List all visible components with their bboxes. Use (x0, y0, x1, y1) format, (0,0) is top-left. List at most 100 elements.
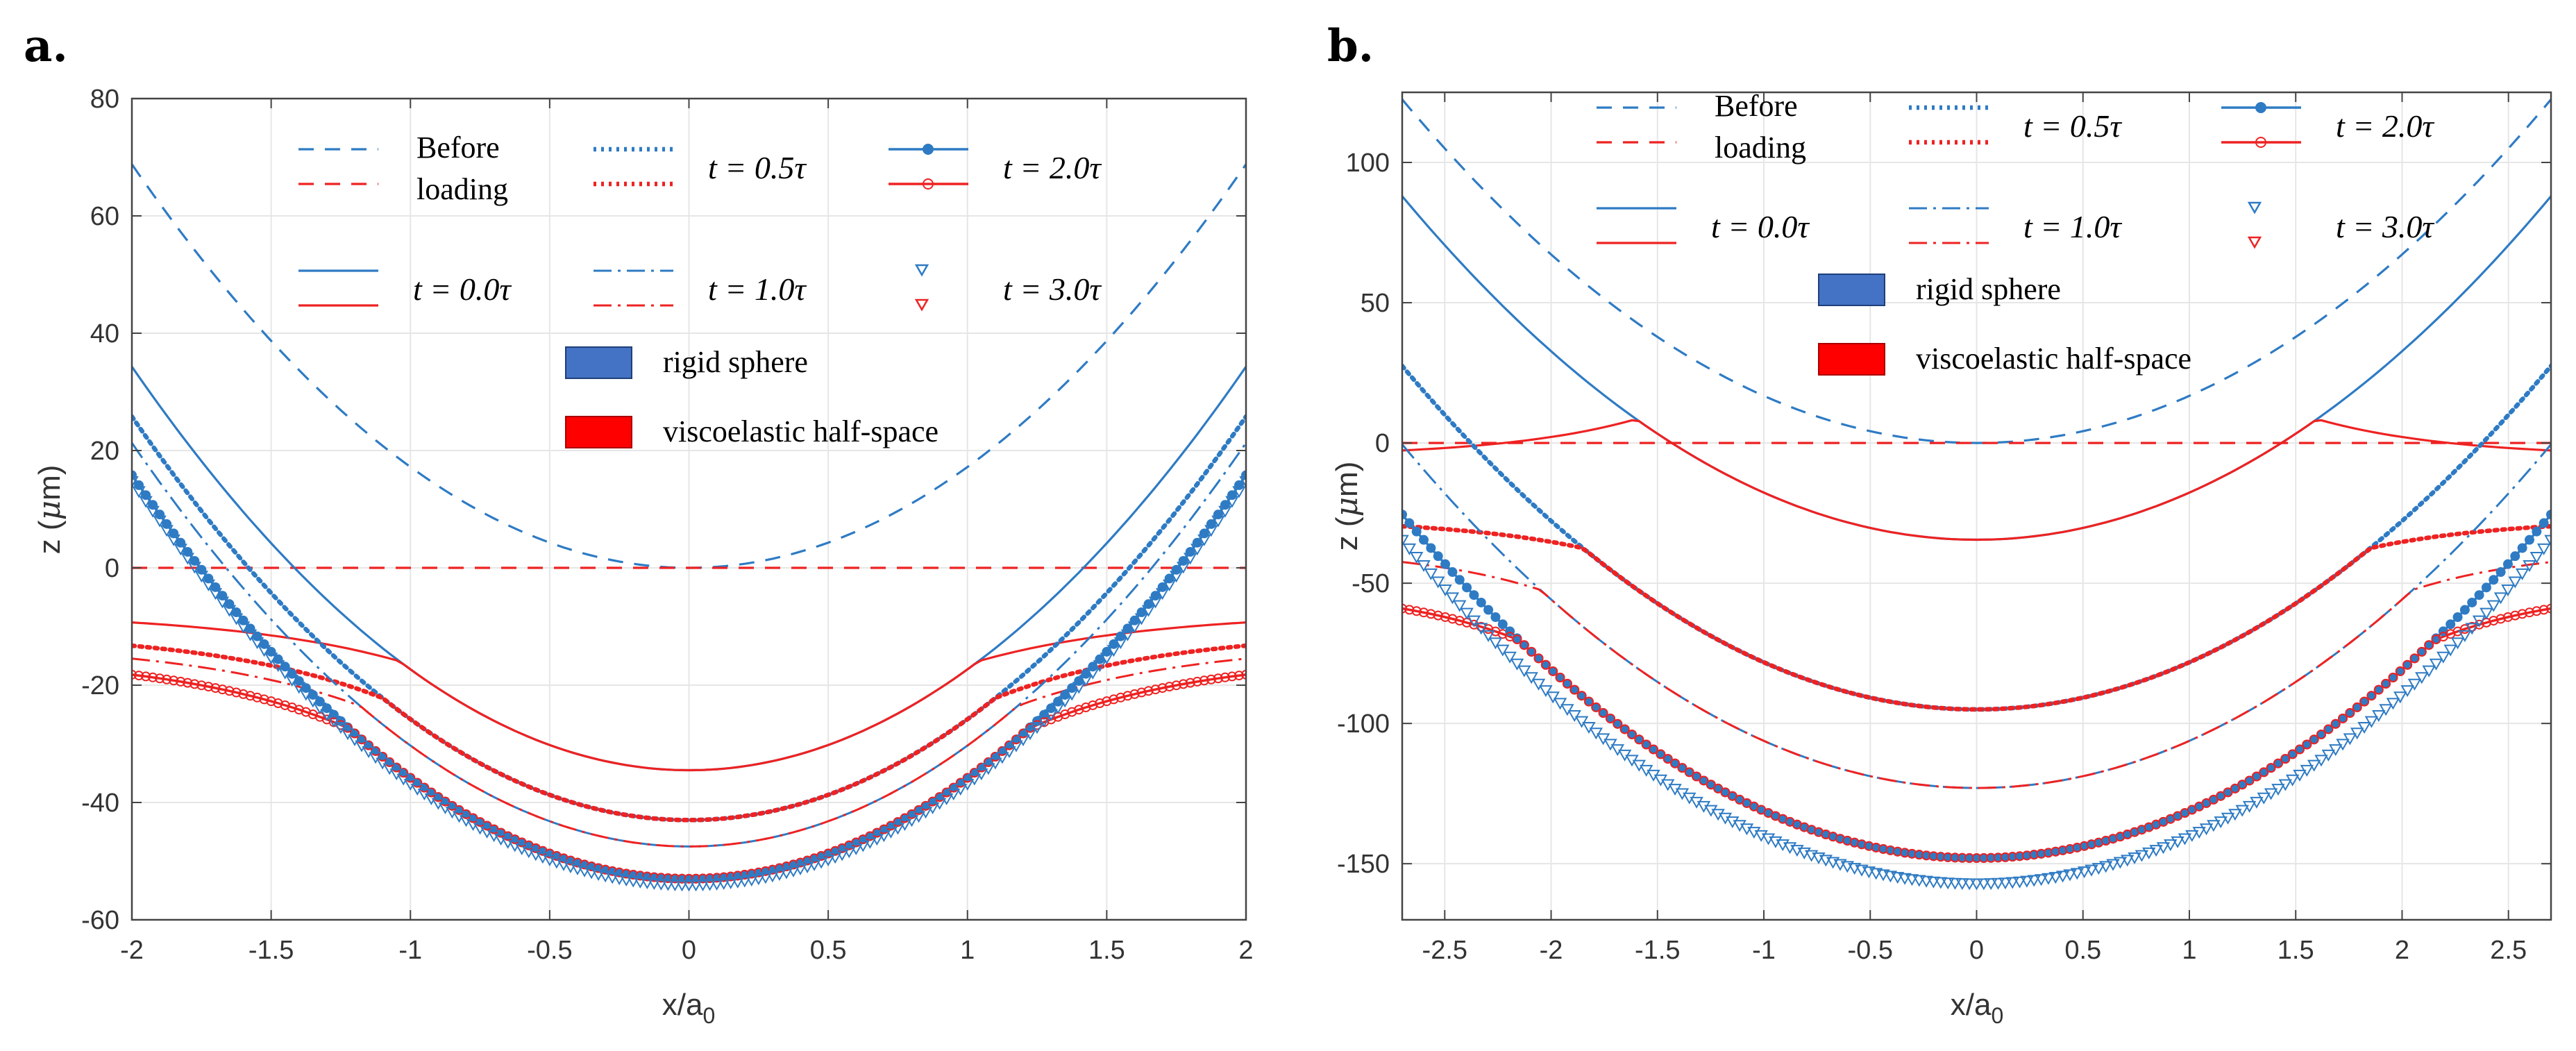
surface-marker-t-2-0- (1591, 702, 1601, 712)
sphere-marker-t-3-0- (2515, 568, 2529, 580)
sphere-marker-t-3-0- (250, 637, 264, 650)
sphere-marker-t-2-0- (1095, 654, 1105, 664)
sphere-marker-t-3-0- (2012, 876, 2027, 889)
surface-marker-t-2-0- (1598, 708, 1608, 718)
surface-marker-t-2-0- (1178, 679, 1188, 689)
sphere-marker-t-3-0- (2264, 788, 2278, 800)
sphere-marker-t-3-0- (730, 876, 745, 889)
sphere-marker-t-3-0- (327, 716, 341, 728)
surface-marker-t-2-0- (1512, 634, 1522, 645)
x-tick-label: 1.5 (1088, 936, 1125, 965)
sphere-marker-t-2-0- (1433, 551, 1443, 562)
sphere-marker-t-3-0- (452, 811, 466, 823)
sphere-marker-t-2-0- (1185, 546, 1195, 557)
sphere-marker-t-3-0- (1002, 746, 1016, 759)
surface-marker-t-2-0- (2259, 767, 2269, 777)
sphere-marker-t-3-0- (995, 752, 1009, 764)
sphere-marker-t-2-0- (2302, 739, 2312, 750)
surface-marker-t-2-0- (2495, 614, 2506, 624)
surface-marker-t-2-0- (1519, 640, 1529, 650)
sphere-marker-t-2-0- (155, 510, 165, 520)
sphere-marker-t-3-0- (2034, 874, 2048, 886)
surface-marker-t-2-0- (203, 682, 214, 692)
sphere-marker-t-3-0- (369, 752, 382, 764)
sphere-marker-t-2-0- (259, 639, 269, 649)
surface-marker-t-2-0- (1713, 783, 1724, 793)
sphere-marker-t-3-0- (2393, 691, 2407, 704)
surface-marker-t-2-0- (1095, 698, 1105, 709)
sphere-marker-t-2-0- (1634, 734, 1644, 745)
sphere-marker-t-3-0- (1190, 544, 1204, 556)
sphere-marker-t-2-0- (2223, 787, 2233, 798)
surface-marker-t-2-0- (1129, 689, 1140, 699)
sphere-marker-t-3-0- (1481, 630, 1495, 642)
viscoelastic-swatch (565, 416, 632, 448)
sphere-marker-t-2-0- (2000, 852, 2010, 862)
sphere-marker-t-2-0- (1649, 744, 1659, 755)
x-tick-label: -0.5 (527, 936, 572, 965)
sphere-marker-t-3-0- (2164, 839, 2178, 852)
sphere-marker-t-3-0- (2386, 698, 2400, 710)
sphere-marker-t-3-0- (1998, 877, 2012, 890)
sphere-marker-t-2-0- (2007, 852, 2018, 862)
sphere-marker-t-2-0- (2216, 791, 2226, 801)
surface-marker-t-2-0- (2294, 744, 2305, 755)
sphere-marker-t-2-0- (1074, 675, 1084, 686)
sphere-marker-t-3-0- (1589, 728, 1603, 740)
sphere-marker-t-3-0- (1016, 734, 1030, 747)
surface-marker-t-2-0- (1234, 671, 1244, 681)
sphere-marker-t-2-0- (2539, 518, 2549, 528)
rigid-sphere-swatch (1818, 274, 1885, 306)
sphere-marker-t-3-0- (2314, 755, 2328, 767)
sphere-marker-t-3-0- (1567, 709, 1581, 722)
sphere-marker-t-3-0- (2300, 764, 2314, 777)
surface-marker-t-2-0- (224, 686, 235, 696)
surface-marker-t-2-0- (1164, 682, 1175, 692)
sphere-marker-t-3-0- (780, 867, 793, 880)
surface-marker-t-2-0- (461, 809, 471, 819)
surface-marker-t-2-0- (1540, 659, 1551, 670)
sphere-marker-t-2-0- (1526, 646, 1537, 657)
sphere-marker-t-3-0- (716, 878, 731, 891)
legend-t-3-0--swatch (914, 264, 929, 277)
sphere-marker-t-2-0- (301, 683, 311, 693)
sphere-marker-t-3-0- (1560, 704, 1574, 716)
surface-curve-t-1-0- (132, 657, 1246, 848)
x-tick-label: 0 (682, 936, 696, 965)
x-tick-label: 2.5 (2490, 936, 2527, 965)
surface-marker-t-2-0- (2273, 758, 2283, 768)
y-tick-label: 20 (90, 437, 119, 466)
sphere-marker-t-2-0- (1928, 851, 1939, 861)
sphere-marker-t-2-0- (280, 662, 290, 672)
sphere-marker-t-2-0- (2237, 780, 2248, 790)
x-tick-label: -1 (1752, 936, 1776, 965)
legend-t-2-0--swatch-marker (2255, 137, 2266, 148)
legend-t-3-0--label: t = 3.0τ (1003, 271, 1102, 307)
sphere-marker-t-3-0- (264, 653, 278, 665)
sphere-marker-t-2-0- (1088, 662, 1098, 672)
sphere-marker-t-2-0- (1921, 850, 1932, 861)
sphere-marker-t-3-0- (842, 846, 856, 859)
sphere-marker-t-2-0- (134, 480, 144, 490)
legend-t-0-5--label: t = 0.5τ (2023, 108, 2122, 144)
sphere-marker-t-3-0- (348, 734, 362, 747)
sphere-marker-t-2-0- (1469, 590, 1479, 600)
rigid-sphere-swatch (565, 346, 632, 379)
sphere-marker-t-2-0- (245, 623, 255, 634)
sphere-marker-t-3-0- (341, 728, 355, 741)
sphere-marker-t-3-0- (2458, 630, 2472, 642)
sphere-marker-t-3-0- (1553, 698, 1567, 710)
sphere-marker-t-2-0- (1483, 605, 1494, 615)
sphere-marker-t-3-0- (2120, 855, 2135, 867)
legend-before-loading-label-2: loading (1715, 131, 1806, 165)
sphere-marker-t-2-0- (1720, 787, 1731, 798)
sphere-marker-t-3-0- (174, 544, 187, 556)
surface-marker-t-2-0- (2402, 659, 2413, 670)
panel-a-letter: a. (24, 20, 68, 72)
sphere-marker-t-3-0- (640, 877, 655, 890)
y-tick-label: 0 (1375, 429, 1390, 458)
chart-a-ticks: -2 -1.5 -1 -0.5 0 0.5 1 1.5 2 -60 -40 -20 0 20 40 60 80 (81, 85, 1253, 965)
surface-marker-t-2-0- (2373, 684, 2384, 695)
sphere-marker-t-2-0- (2230, 783, 2240, 793)
sphere-marker-t-3-0- (807, 859, 821, 871)
